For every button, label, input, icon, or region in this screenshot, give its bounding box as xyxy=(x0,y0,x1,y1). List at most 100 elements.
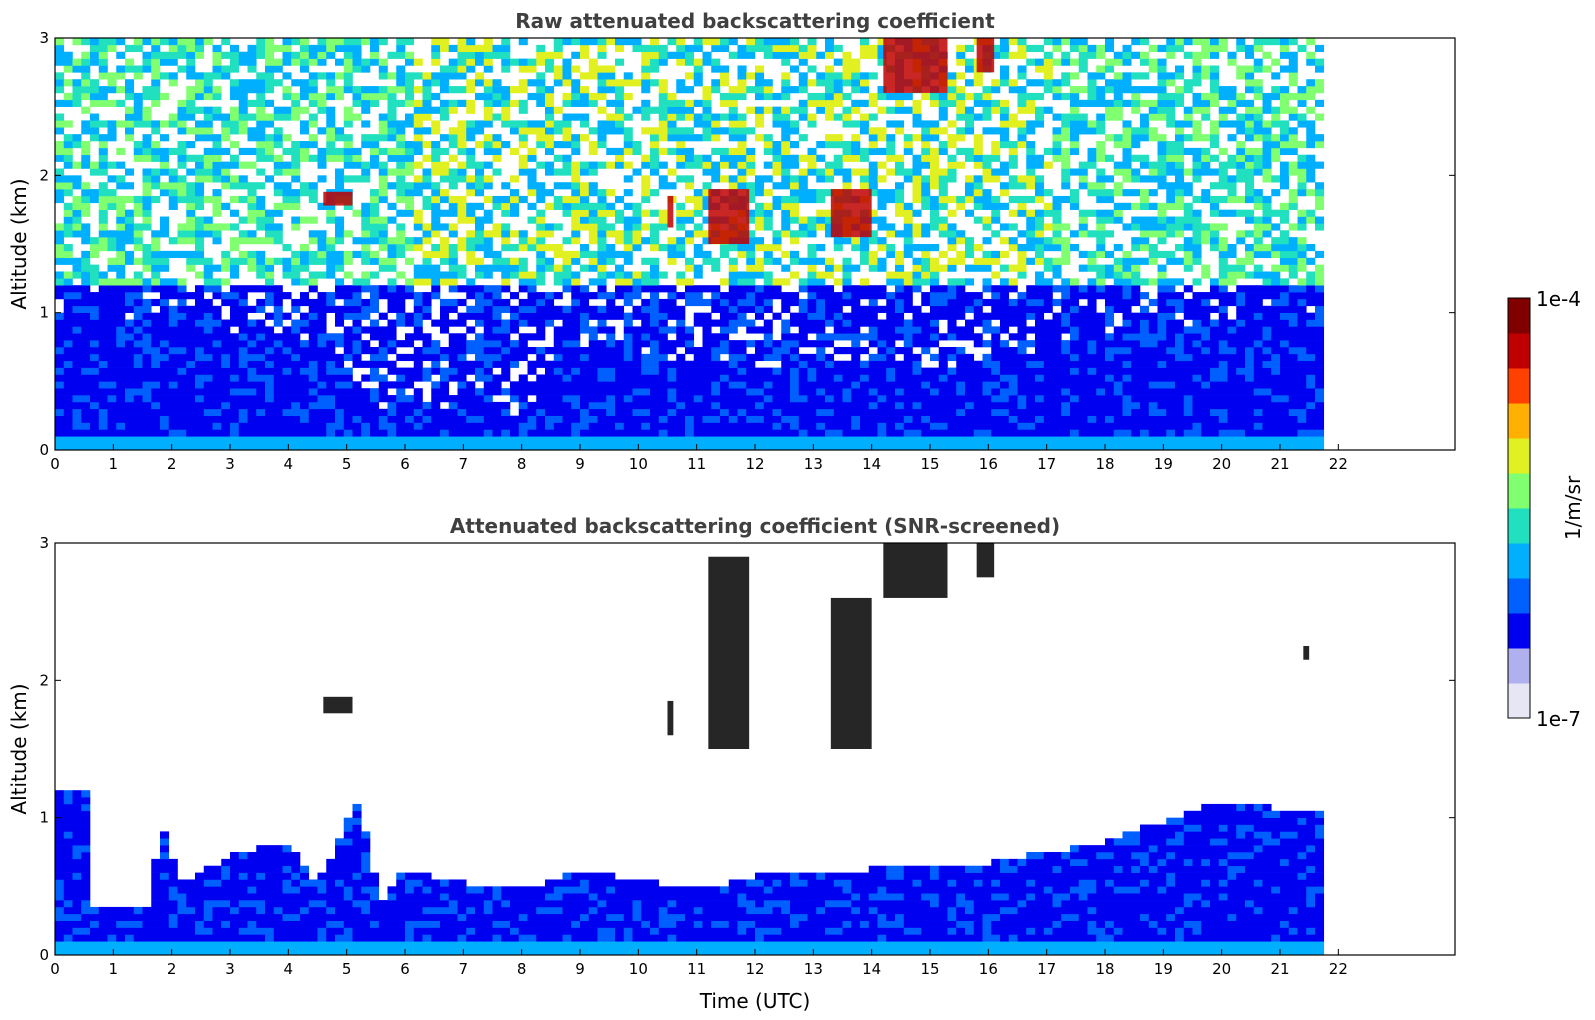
heatmap-cell xyxy=(413,388,423,396)
heatmap-cell xyxy=(81,38,91,46)
heatmap-cell xyxy=(938,367,948,375)
heatmap-cell xyxy=(746,154,756,162)
heatmap-cell xyxy=(221,175,231,183)
heatmap-cell xyxy=(457,388,467,396)
heatmap-cell xyxy=(615,92,625,101)
heatmap-cell xyxy=(895,395,905,403)
heatmap-cell xyxy=(501,388,511,396)
heatmap-cell xyxy=(90,250,100,259)
heatmap-cell xyxy=(912,271,922,279)
heatmap-cell xyxy=(720,298,730,307)
heatmap-cell xyxy=(256,388,266,396)
heatmap-cell xyxy=(230,264,240,272)
heatmap-cell xyxy=(632,237,642,245)
heatmap-cell xyxy=(396,44,406,53)
heatmap-cell xyxy=(693,113,703,121)
heatmap-cell xyxy=(510,244,520,252)
heatmap-cell xyxy=(860,292,870,300)
heatmap-cell xyxy=(483,388,493,396)
heatmap-cell xyxy=(921,347,931,355)
heatmap-cell xyxy=(615,58,625,66)
heatmap-cell xyxy=(317,202,327,210)
heatmap-cell xyxy=(195,92,205,101)
heatmap-cell xyxy=(1008,374,1018,382)
heatmap-cell xyxy=(335,250,345,259)
heatmap-cell xyxy=(230,79,240,87)
heatmap-cell xyxy=(256,154,266,162)
heatmap-cell xyxy=(798,230,808,238)
heatmap-cell xyxy=(352,250,362,259)
heatmap-cell xyxy=(212,161,222,169)
heatmap-cell xyxy=(440,44,450,53)
heatmap-cell xyxy=(151,298,161,307)
heatmap-cell xyxy=(63,250,73,259)
heatmap-cell xyxy=(256,223,266,231)
heatmap-cell xyxy=(510,443,520,450)
heatmap-cell xyxy=(72,292,82,300)
heatmap-cell xyxy=(562,65,572,73)
heatmap-cell xyxy=(90,244,100,252)
heatmap-cell xyxy=(378,58,388,66)
heatmap-cell xyxy=(317,388,327,396)
heatmap-cell xyxy=(755,264,765,272)
heatmap-cell xyxy=(606,401,616,410)
heatmap-cell xyxy=(763,292,773,300)
heatmap-cell xyxy=(317,436,327,444)
heatmap-cell xyxy=(536,127,546,135)
heatmap-cell xyxy=(606,99,616,107)
heatmap-cell xyxy=(536,374,546,382)
heatmap-cell xyxy=(396,340,406,348)
heatmap-cell xyxy=(851,264,861,272)
heatmap-cell xyxy=(1000,340,1010,348)
heatmap-cell xyxy=(343,292,353,300)
heatmap-cell xyxy=(160,305,170,313)
heatmap-cell xyxy=(571,381,581,389)
heatmap-cell xyxy=(273,257,283,265)
heatmap-cell xyxy=(483,443,493,450)
heatmap-cell xyxy=(588,381,598,389)
heatmap-cell xyxy=(842,106,852,114)
heatmap-cell xyxy=(361,216,371,224)
heatmap-cell xyxy=(212,202,222,210)
heatmap-cell xyxy=(553,305,563,313)
heatmap-cell xyxy=(396,312,406,320)
heatmap-cell xyxy=(256,415,266,423)
heatmap-cell xyxy=(125,168,135,176)
heatmap-cell xyxy=(90,388,100,396)
heatmap-cell xyxy=(431,340,441,348)
heatmap-cell xyxy=(860,278,870,286)
heatmap-cell xyxy=(816,360,826,368)
heatmap-cell xyxy=(431,58,441,66)
heatmap-cell xyxy=(63,175,73,183)
heatmap-cell xyxy=(431,154,441,162)
heatmap-cell xyxy=(711,340,721,348)
heatmap-cell xyxy=(860,113,870,121)
heatmap-cell xyxy=(125,278,135,286)
heatmap-cell xyxy=(151,278,161,286)
heatmap-cell xyxy=(860,154,870,162)
heatmap-cell xyxy=(273,340,283,348)
heatmap-cell xyxy=(98,244,108,252)
heatmap-cell xyxy=(282,395,292,403)
heatmap-cell xyxy=(755,72,765,80)
heatmap-cell xyxy=(247,347,257,355)
heatmap-cell xyxy=(545,113,555,121)
heatmap-cell xyxy=(405,429,415,437)
heatmap-cell xyxy=(781,175,791,183)
heatmap-cell xyxy=(300,86,310,94)
heatmap-cell xyxy=(755,429,765,437)
heatmap-cell xyxy=(466,422,476,430)
heatmap-cell xyxy=(991,429,1001,437)
heatmap-cell xyxy=(203,168,213,176)
heatmap-cell xyxy=(685,333,695,341)
heatmap-cell xyxy=(833,347,843,355)
heatmap-cell xyxy=(763,374,773,382)
heatmap-cell xyxy=(475,333,485,341)
heatmap-cell xyxy=(597,72,607,80)
heatmap-cell xyxy=(536,216,546,224)
heatmap-cell xyxy=(685,415,695,423)
heatmap-cell xyxy=(658,319,668,327)
heatmap-cell xyxy=(72,429,82,437)
heatmap-cell xyxy=(807,443,817,450)
heatmap-cell xyxy=(816,92,826,101)
